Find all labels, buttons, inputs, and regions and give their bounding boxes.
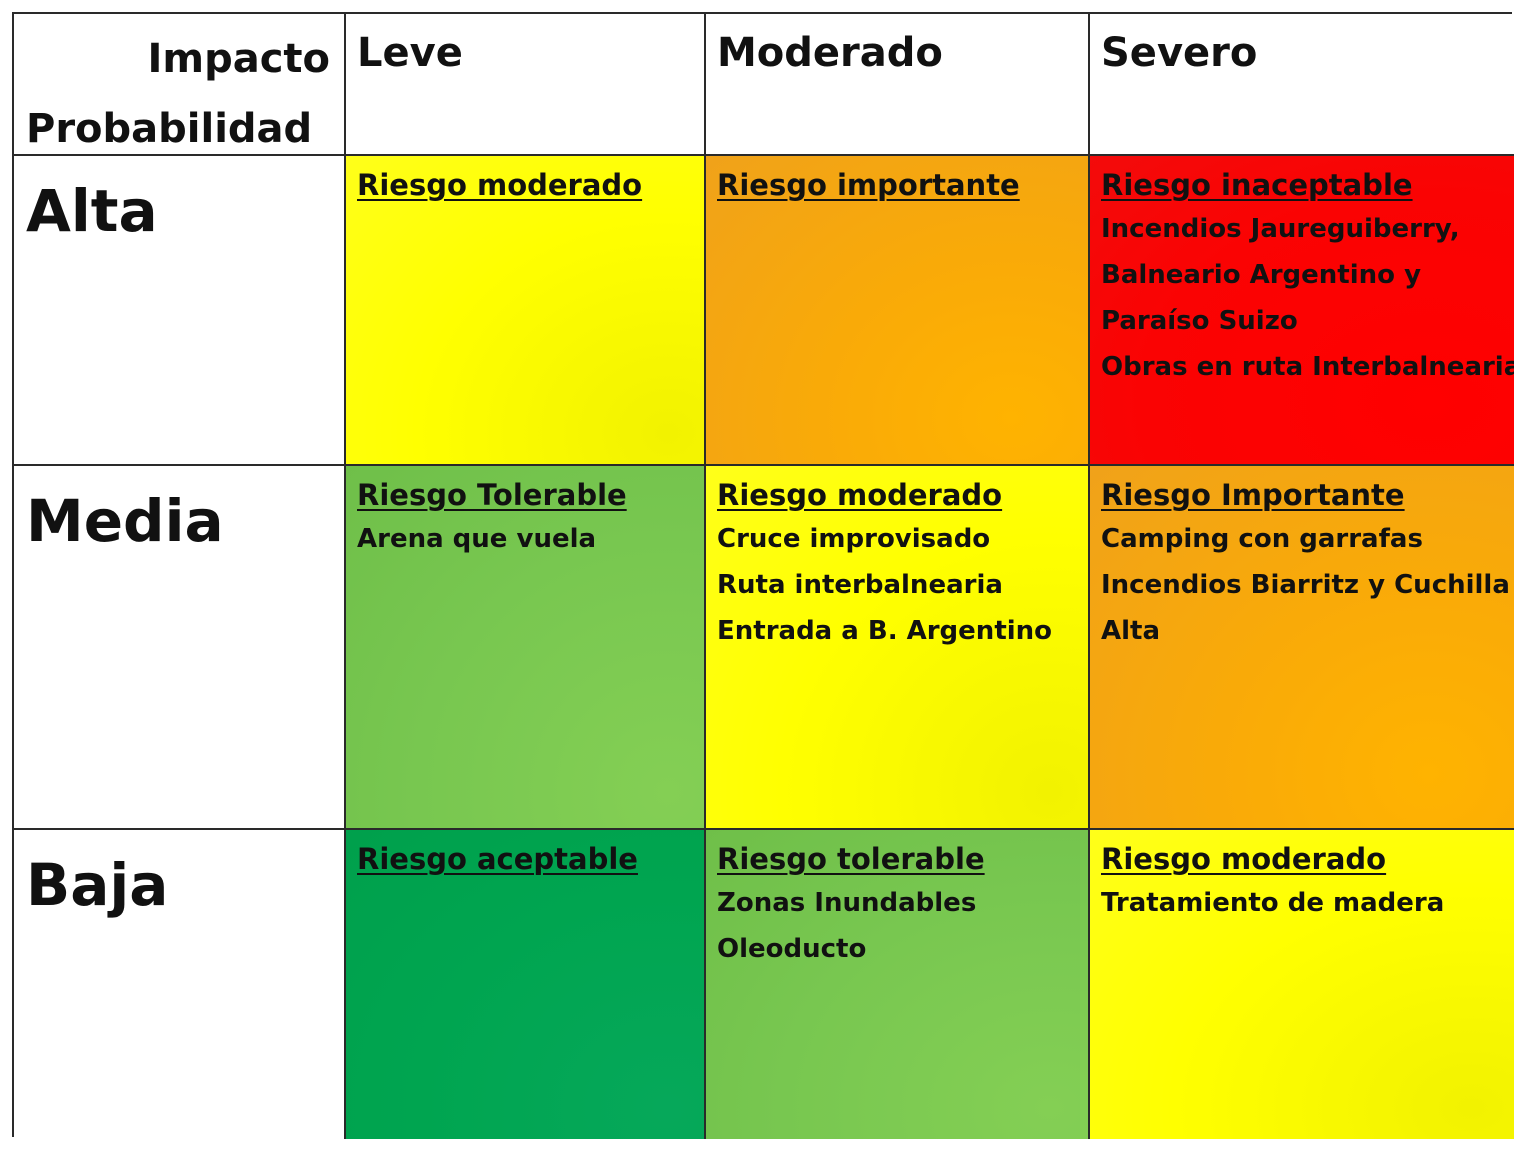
risk-item: Incendios Jaureguiberry, (1101, 214, 1460, 244)
risk-item: Cruce improvisado (717, 524, 991, 554)
risk-level-title: Riesgo moderado (1101, 842, 1387, 876)
risk-item: Entrada a B. Argentino (717, 616, 1053, 646)
risk-cell-media-severo: Riesgo Importante Camping con garrafas I… (1090, 466, 1514, 830)
impacto-label: Impacto (147, 36, 331, 82)
risk-level-title: Riesgo Tolerable (357, 478, 627, 512)
risk-item: Arena que vuela (357, 524, 597, 554)
risk-matrix: Impacto Probabilidad Leve Moderado Sever… (12, 12, 1514, 1139)
column-header-leve: Leve (346, 14, 706, 156)
risk-item: Zonas Inundables (717, 888, 977, 918)
risk-item: Oleoducto (717, 934, 867, 964)
column-header-moderado: Moderado (706, 14, 1090, 156)
risk-item: Camping con garrafas (1101, 524, 1423, 554)
risk-level-title: Riesgo tolerable (717, 842, 985, 876)
risk-cell-baja-severo: Riesgo moderado Tratamiento de madera (1090, 830, 1514, 1139)
risk-level-title: Riesgo importante (717, 168, 1020, 202)
risk-level-title: Riesgo inaceptable (1101, 168, 1413, 202)
risk-item: Obras en ruta Interbalnearia (1101, 352, 1514, 382)
risk-level-title: Riesgo Importante (1101, 478, 1405, 512)
risk-cell-media-moderado: Riesgo moderado Cruce improvisado Ruta i… (706, 466, 1090, 830)
risk-item: Alta (1101, 616, 1161, 646)
risk-item: Paraíso Suizo (1101, 306, 1298, 336)
row-label-text: Alta (26, 177, 158, 245)
row-label-media: Media (14, 466, 346, 830)
probabilidad-label: Probabilidad (26, 106, 313, 152)
row-label-text: Media (26, 487, 224, 555)
risk-cell-baja-moderado: Riesgo tolerable Zonas Inundables Oleodu… (706, 830, 1090, 1139)
risk-item: Incendios Biarritz y Cuchilla (1101, 570, 1510, 600)
risk-level-title: Riesgo aceptable (357, 842, 638, 876)
column-header-label: Severo (1101, 30, 1258, 76)
row-label-baja: Baja (14, 830, 346, 1139)
column-header-severo: Severo (1090, 14, 1514, 156)
header-corner-cell: Impacto Probabilidad (14, 14, 346, 156)
risk-cell-alta-severo: Riesgo inaceptable Incendios Jaureguiber… (1090, 156, 1514, 466)
risk-item: Tratamiento de madera (1101, 888, 1445, 918)
column-header-label: Moderado (717, 30, 943, 76)
risk-cell-baja-leve: Riesgo aceptable (346, 830, 706, 1139)
row-label-text: Baja (26, 851, 169, 919)
risk-level-title: Riesgo moderado (717, 478, 1003, 512)
risk-cell-alta-leve: Riesgo moderado (346, 156, 706, 466)
row-label-alta: Alta (14, 156, 346, 466)
risk-item: Balneario Argentino y (1101, 260, 1422, 290)
risk-item: Ruta interbalnearia (717, 570, 1003, 600)
risk-level-title: Riesgo moderado (357, 168, 643, 202)
risk-cell-alta-moderado: Riesgo importante (706, 156, 1090, 466)
column-header-label: Leve (357, 30, 463, 76)
risk-cell-media-leve: Riesgo Tolerable Arena que vuela (346, 466, 706, 830)
